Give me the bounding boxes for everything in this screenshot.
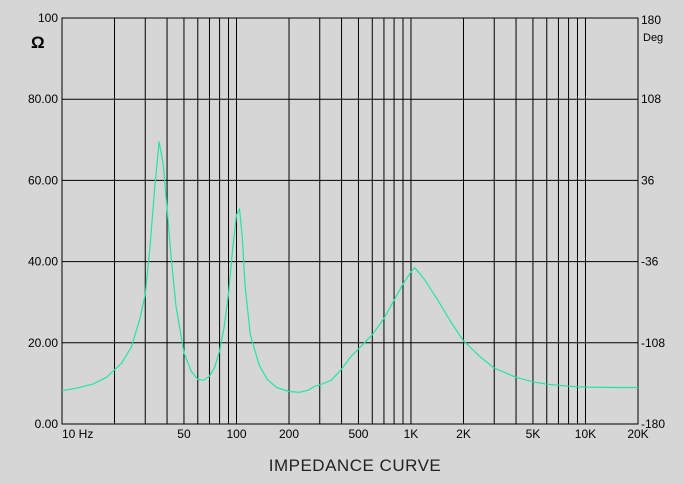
x-tick-label: 20K [627,427,648,441]
x-tick-label: 1K [404,427,419,441]
y2-tick-label: -36 [641,255,659,269]
y-tick-label: 0.00 [35,417,59,431]
curve-layer [61,141,638,393]
y2-tick-label: 108 [641,92,661,106]
y-tick-label: 80.00 [28,92,58,106]
y2-tick-label: -108 [641,336,665,350]
impedance-curve [61,141,638,393]
x-tick-label: 500 [348,427,368,441]
x-tick-label: 10 Hz [62,427,93,441]
x-tick-label: 5K [526,427,541,441]
x-tick-label: 10K [575,427,596,441]
label-layer: 10 Hz 50 100 200 500 1K 2K 5K 10K 20K 0.00 20.00 40.… [28,11,665,441]
chart-title: IMPEDANCE CURVE [269,456,442,475]
y-tick-label: 40.00 [28,255,58,269]
y-tick-label: 20.00 [28,336,58,350]
x-tick-label: 200 [279,427,299,441]
y-tick-label: 60.00 [28,173,58,187]
y2-tick-label: 36 [641,173,655,187]
x-tick-label: 100 [226,427,246,441]
grid-layer [62,18,638,424]
y2-tick-label: -180 [641,417,665,431]
left-unit-label: Ω [31,33,45,52]
y-tick-label: 100 [38,11,58,25]
right-unit-label: Deg [643,32,663,44]
x-tick-label: 2K [456,427,471,441]
y2-tick-label: 180 [641,13,661,27]
plot-area [61,17,639,425]
x-tick-label: 50 [177,427,191,441]
